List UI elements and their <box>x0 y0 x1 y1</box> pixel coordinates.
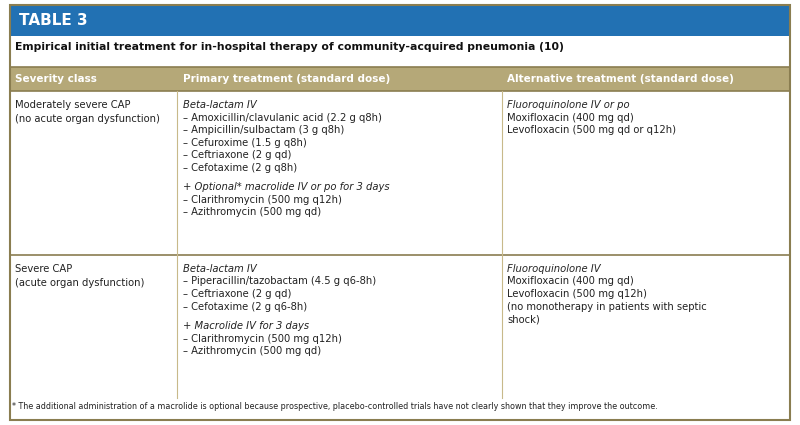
Text: Moxifloxacin (400 mg qd): Moxifloxacin (400 mg qd) <box>507 276 634 286</box>
Text: – Ampicillin/sulbactam (3 g q8h): – Ampicillin/sulbactam (3 g q8h) <box>183 125 344 136</box>
Text: Fluoroquinolone IV: Fluoroquinolone IV <box>507 264 601 274</box>
Text: TABLE 3: TABLE 3 <box>19 13 88 28</box>
Text: – Clarithromycin (500 mg q12h): – Clarithromycin (500 mg q12h) <box>183 195 342 205</box>
Text: Beta-lactam IV: Beta-lactam IV <box>183 264 257 274</box>
Bar <box>10 91 790 255</box>
Bar <box>178 67 502 91</box>
Text: Fluoroquinolone IV or po: Fluoroquinolone IV or po <box>507 100 630 110</box>
Text: – Cefotaxime (2 g q6-8h): – Cefotaxime (2 g q6-8h) <box>183 302 307 312</box>
Text: Levofloxacin (500 mg qd or q12h): Levofloxacin (500 mg qd or q12h) <box>507 125 676 136</box>
Text: – Cefotaxime (2 g q8h): – Cefotaxime (2 g q8h) <box>183 163 297 173</box>
Text: – Azithromycin (500 mg qd): – Azithromycin (500 mg qd) <box>183 207 321 218</box>
Text: shock): shock) <box>507 314 540 324</box>
Text: Severe CAP
(acute organ dysfunction): Severe CAP (acute organ dysfunction) <box>15 264 145 288</box>
Text: Empirical initial treatment for in-hospital therapy of community-acquired pneumo: Empirical initial treatment for in-hospi… <box>15 42 564 53</box>
Text: Beta-lactam IV: Beta-lactam IV <box>183 100 257 110</box>
Text: Moderately severe CAP
(no acute organ dysfunction): Moderately severe CAP (no acute organ dy… <box>15 100 160 124</box>
Text: – Ceftriaxone (2 g qd): – Ceftriaxone (2 g qd) <box>183 150 291 161</box>
Text: Primary treatment (standard dose): Primary treatment (standard dose) <box>183 74 390 84</box>
Text: (no monotherapy in patients with septic: (no monotherapy in patients with septic <box>507 302 707 312</box>
Text: – Clarithromycin (500 mg q12h): – Clarithromycin (500 mg q12h) <box>183 334 342 343</box>
Text: * The additional administration of a macrolide is optional because prospective, : * The additional administration of a mac… <box>12 402 658 411</box>
Text: – Cefuroxime (1.5 g q8h): – Cefuroxime (1.5 g q8h) <box>183 138 307 148</box>
Text: – Amoxicillin/clavulanic acid (2.2 g q8h): – Amoxicillin/clavulanic acid (2.2 g q8h… <box>183 113 382 123</box>
Text: Severity class: Severity class <box>15 74 97 84</box>
Text: + Optional* macrolide IV or po for 3 days: + Optional* macrolide IV or po for 3 day… <box>183 182 390 193</box>
Text: – Ceftriaxone (2 g qd): – Ceftriaxone (2 g qd) <box>183 289 291 299</box>
Text: Levofloxacin (500 mg q12h): Levofloxacin (500 mg q12h) <box>507 289 647 299</box>
Text: Moxifloxacin (400 mg qd): Moxifloxacin (400 mg qd) <box>507 113 634 123</box>
Bar <box>10 255 790 398</box>
Text: – Piperacillin/tazobactam (4.5 g q6-8h): – Piperacillin/tazobactam (4.5 g q6-8h) <box>183 276 376 286</box>
Text: Alternative treatment (standard dose): Alternative treatment (standard dose) <box>507 74 734 84</box>
Bar <box>10 36 790 67</box>
Bar <box>10 398 790 420</box>
Bar <box>502 67 790 91</box>
Bar <box>10 67 178 91</box>
Text: + Macrolide IV for 3 days: + Macrolide IV for 3 days <box>183 321 309 331</box>
Bar <box>10 5 790 36</box>
Text: – Azithromycin (500 mg qd): – Azithromycin (500 mg qd) <box>183 346 321 356</box>
